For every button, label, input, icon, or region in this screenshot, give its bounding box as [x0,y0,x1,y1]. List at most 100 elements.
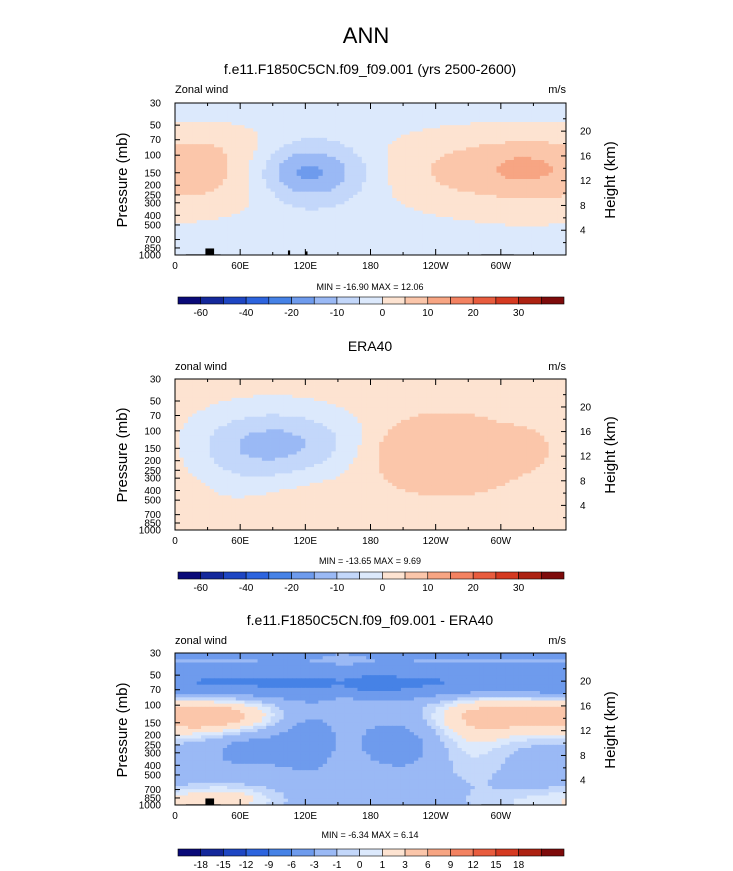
contour-cell [309,122,315,126]
contour-cell [552,188,558,193]
contour-cell [548,248,554,253]
contour-cell [183,128,189,132]
contour-cell [392,191,397,196]
contour-cell [201,103,206,107]
contour-cell [526,144,532,148]
contour-cell [314,213,319,218]
contour-cell [396,166,402,170]
contour-cell [444,166,450,170]
contour-cell [279,391,285,396]
contour-cell [474,150,480,155]
contour-cell [492,242,497,246]
contour-cell [509,232,515,237]
contour-cell [466,391,471,396]
contour-cell [227,150,232,155]
contour-cell [175,115,180,120]
contour-cell [405,251,410,256]
contour-cell [487,172,493,177]
contour-cell [413,141,419,145]
contour-cell [266,236,271,240]
contour-cell [539,229,545,234]
contour-cell [479,210,484,215]
contour-cell [509,106,515,110]
contour-cell [426,198,432,202]
contour-cell [396,385,402,389]
contour-cell [183,147,189,151]
contour-cell [192,103,198,107]
contour-cell [366,118,371,123]
contour-cell [353,207,358,212]
contour-cell [235,185,241,189]
contour-cell [418,379,424,383]
contour-cell [500,169,506,174]
contour-cell [444,194,450,199]
contour-cell [209,169,215,174]
contour-cell [340,194,345,199]
contour-cell [492,204,497,208]
contour-cell [496,112,502,117]
contour-cell [266,103,271,107]
contour-cell [479,166,484,170]
contour-cell [409,118,415,123]
contour-cell [487,156,493,161]
contour-cell [283,109,289,113]
contour-cell [361,201,367,205]
contour-cell [479,223,484,227]
contour-cell [531,382,536,386]
contour-cell [283,179,289,183]
contour-cell [235,166,241,170]
contour-cell [331,217,337,221]
contour-cell [318,391,324,396]
variable-label: Zonal wind [175,84,228,96]
contour-cell [314,103,319,107]
contour-cell [231,201,237,205]
contour-cell [296,232,302,237]
contour-cell [561,128,567,132]
contour-cell [383,191,389,196]
contour-cell [218,251,224,256]
contour-cell [274,160,280,164]
contour-cell [196,188,202,193]
contour-cell [231,185,237,189]
contour-cell [435,144,441,148]
contour-cell [396,115,402,120]
contour-cell [531,248,536,253]
contour-cell [300,134,306,139]
contour-cell [387,166,393,170]
contour-cell [344,245,350,250]
contour-cell [183,185,189,189]
contour-cell [431,156,437,161]
contour-cell [470,217,476,221]
contour-cell [413,134,419,139]
contour-cell [440,213,445,218]
contour-cell [474,128,480,132]
contour-cell [500,106,506,110]
contour-cell [370,191,376,196]
contour-cell [383,141,389,145]
contour-cell [557,385,563,389]
contour-cell [535,112,541,117]
contour-cell [513,156,519,161]
contour-cell [327,141,332,145]
contour-cell [270,156,276,161]
contour-cell [253,172,258,177]
contour-cell [422,248,428,253]
contour-cell [218,232,224,237]
contour-cell [344,137,350,142]
contour-cell [227,210,232,215]
contour-cell [309,163,315,167]
contour-cell [331,172,337,177]
contour-cell [222,251,228,256]
contour-cell [513,385,519,389]
contour-cell [314,141,319,145]
contour-cell [409,156,415,161]
contour-cell [188,220,193,224]
contour-cell [405,210,410,215]
contour-cell [287,169,293,174]
contour-cell [522,220,528,224]
contour-cell [422,382,428,386]
contour-cell [370,153,376,158]
contour-cell [188,397,193,402]
contour-cell [201,185,206,189]
contour-cell [552,391,558,396]
